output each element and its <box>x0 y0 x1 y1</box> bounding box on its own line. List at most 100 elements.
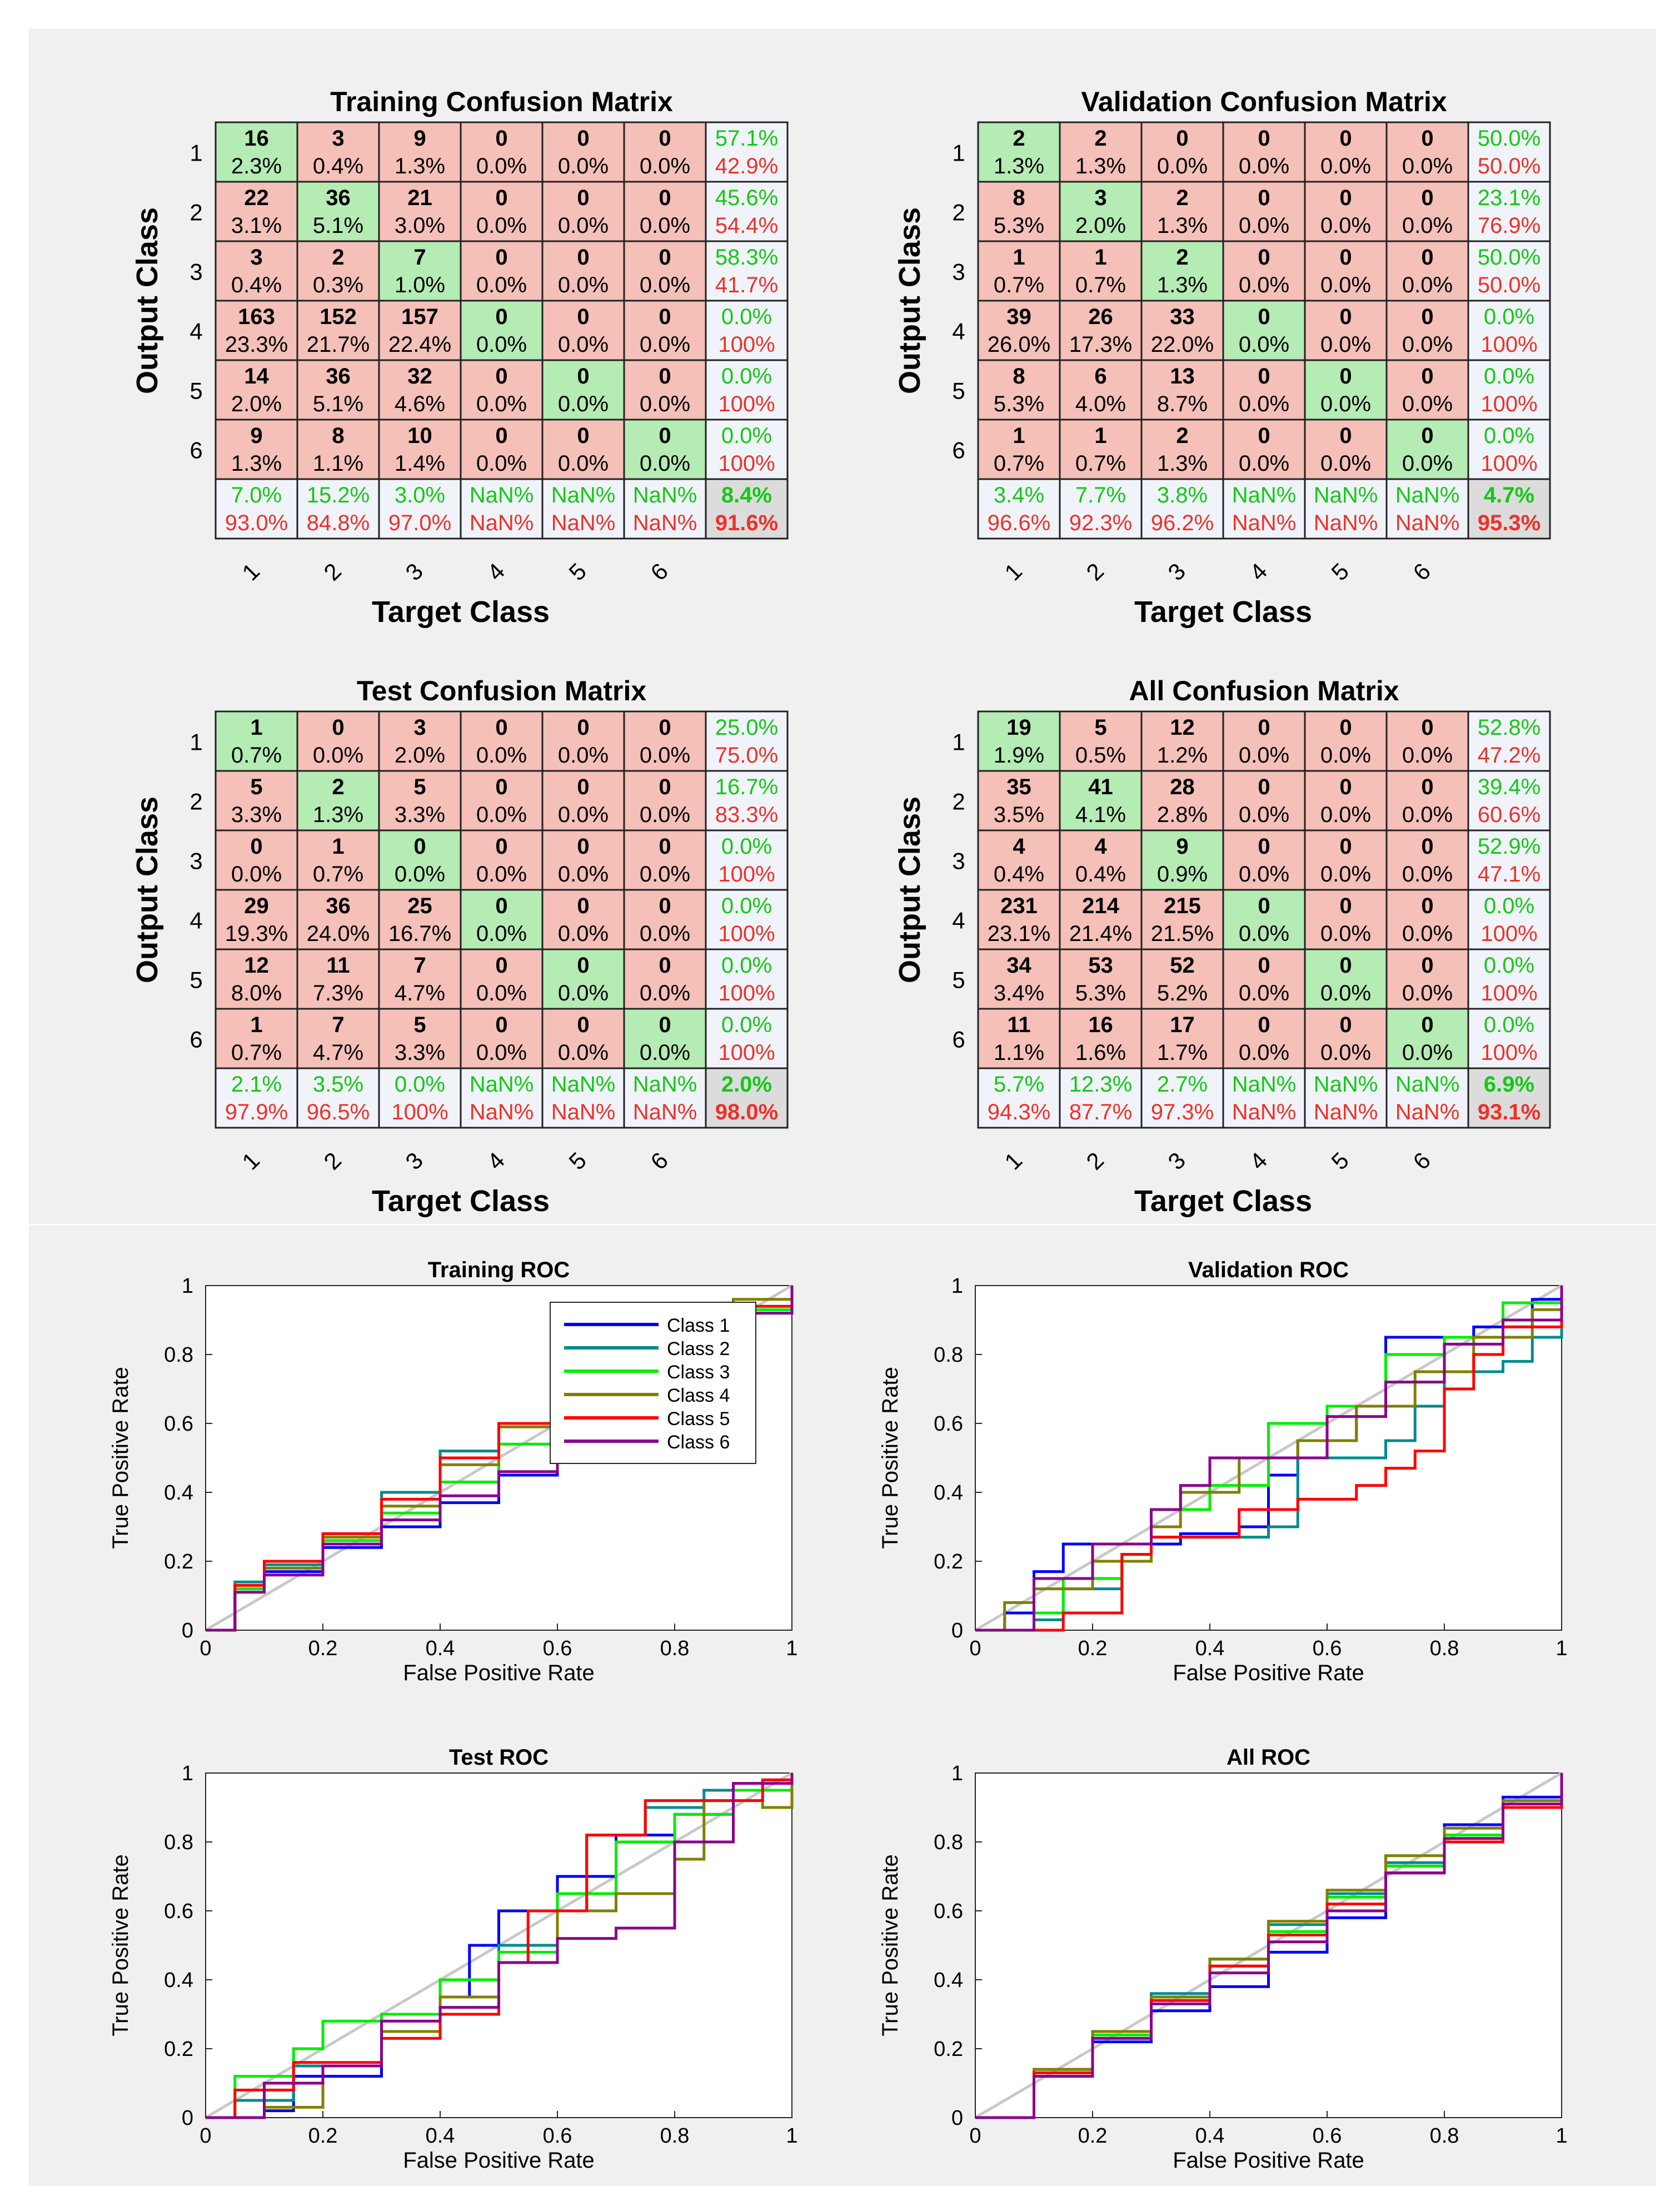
cell-count: 0 <box>495 126 507 151</box>
col-tick-label: 5 <box>564 558 591 586</box>
matrix-cell <box>623 300 707 361</box>
cell-count: 10 <box>407 424 432 448</box>
y-tick-label: 0.4 <box>934 1969 963 1992</box>
matrix-title: Training Confusion Matrix <box>330 86 673 117</box>
matrix-cell <box>541 948 625 1010</box>
overall-accuracy: 2.0% <box>721 1072 772 1097</box>
matrix-cell <box>378 300 462 361</box>
matrix-cell <box>215 770 298 831</box>
col-tick-label: 6 <box>1408 1147 1435 1175</box>
cell-percent: 0.0% <box>1320 922 1371 946</box>
matrix-cell <box>378 181 462 242</box>
cell-count: 0 <box>1339 775 1352 799</box>
col-recall: NaN% <box>1232 483 1297 507</box>
cell-count: 0 <box>659 834 671 859</box>
cell-count: 0 <box>577 953 589 978</box>
matrix-cell <box>1059 181 1143 242</box>
matrix-cell <box>1140 240 1224 302</box>
cell-percent: 0.0% <box>1320 213 1371 238</box>
cell-percent: 1.0% <box>395 273 445 297</box>
matrix-cell <box>1385 300 1469 361</box>
x-tick-label: 0.2 <box>308 1637 338 1660</box>
cell-percent: 2.3% <box>231 154 282 178</box>
cell-percent: 0.9% <box>1157 862 1208 887</box>
row-precision: 52.8% <box>1478 715 1541 740</box>
cell-percent: 0.4% <box>1075 862 1126 887</box>
cell-count: 0 <box>1258 834 1270 859</box>
cell-percent: 0.0% <box>640 1040 690 1065</box>
matrix-cell <box>1467 710 1551 772</box>
cell-percent: 22.4% <box>388 332 451 357</box>
cell-count: 11 <box>326 953 350 978</box>
cell-count: 0 <box>1258 305 1270 329</box>
x-axis-label: False Positive Rate <box>1173 2148 1364 2173</box>
cell-percent: 16.7% <box>388 922 451 946</box>
cell-percent: 0.0% <box>558 392 609 416</box>
row-tick-label: 1 <box>952 140 965 166</box>
col-recall: NaN% <box>633 1072 697 1097</box>
x-tick-label: 0.4 <box>1195 1637 1225 1660</box>
matrix-cell <box>296 770 380 831</box>
cell-percent: 0.0% <box>476 392 527 416</box>
col-tick-label: 2 <box>1081 1147 1109 1175</box>
col-tick-label: 4 <box>1244 558 1272 586</box>
col-tick-label: 1 <box>237 558 265 586</box>
row-error: 100% <box>718 1040 775 1065</box>
x-axis-label: False Positive Rate <box>403 2148 595 2173</box>
cell-count: 41 <box>1088 775 1113 799</box>
overall-error: 91.6% <box>715 511 778 535</box>
row-precision: 45.6% <box>715 186 778 210</box>
row-tick-label: 2 <box>952 200 965 226</box>
cell-count: 0 <box>1339 834 1352 859</box>
cell-count: 7 <box>413 245 426 270</box>
col-error: 87.7% <box>1069 1100 1132 1124</box>
row-error: 100% <box>718 922 775 946</box>
row-tick-label: 6 <box>190 1027 202 1053</box>
cell-percent: 1.3% <box>1157 451 1208 476</box>
col-error: NaN% <box>1232 511 1297 535</box>
matrix-cell <box>1385 478 1469 540</box>
cell-percent: 17.3% <box>1069 332 1132 357</box>
x-tick-label: 0 <box>969 2124 981 2148</box>
y-axis-label: True Positive Rate <box>108 1367 133 1549</box>
matrix-cell <box>1385 181 1469 242</box>
cell-percent: 0.0% <box>640 273 690 297</box>
matrix-cell <box>1222 829 1306 891</box>
col-recall: 7.0% <box>231 483 282 507</box>
cell-percent: 0.5% <box>1075 743 1126 768</box>
matrix-cell <box>460 359 544 421</box>
cell-count: 28 <box>1170 775 1195 799</box>
col-error: NaN% <box>1232 1100 1297 1124</box>
cell-count: 214 <box>1082 894 1119 918</box>
cell-count: 1 <box>1013 245 1025 270</box>
cell-percent: 0.0% <box>1320 981 1371 1005</box>
col-recall: NaN% <box>633 483 697 507</box>
cell-count: 0 <box>1258 364 1270 389</box>
cell-count: 0 <box>1421 364 1433 389</box>
matrix-cell <box>1467 770 1551 831</box>
col-tick-label: 5 <box>1326 1147 1354 1175</box>
cell-count: 21 <box>407 186 432 210</box>
row-precision: 0.0% <box>721 305 772 329</box>
row-error: 100% <box>718 332 775 357</box>
row-error: 100% <box>1480 922 1537 946</box>
matrix-cell <box>460 948 544 1010</box>
cell-count: 0 <box>495 186 507 210</box>
cell-count: 0 <box>1339 424 1352 448</box>
cell-percent: 0.0% <box>1402 332 1453 357</box>
row-precision: 0.0% <box>721 1013 772 1037</box>
cell-percent: 0.0% <box>640 392 690 416</box>
matrix-cell <box>378 1067 462 1129</box>
cell-percent: 0.0% <box>558 154 609 178</box>
col-recall: 0.0% <box>395 1072 445 1097</box>
matrix-cell <box>215 829 298 891</box>
row-tick-label: 4 <box>952 908 965 934</box>
row-tick-label: 4 <box>190 318 202 345</box>
cell-percent: 3.5% <box>994 803 1044 827</box>
cell-count: 0 <box>577 305 589 329</box>
y-tick-label: 1 <box>182 1274 193 1298</box>
col-recall: NaN% <box>1395 483 1460 507</box>
cell-count: 0 <box>659 186 671 210</box>
cell-count: 17 <box>1170 1013 1195 1037</box>
matrix-cell <box>1304 240 1388 302</box>
